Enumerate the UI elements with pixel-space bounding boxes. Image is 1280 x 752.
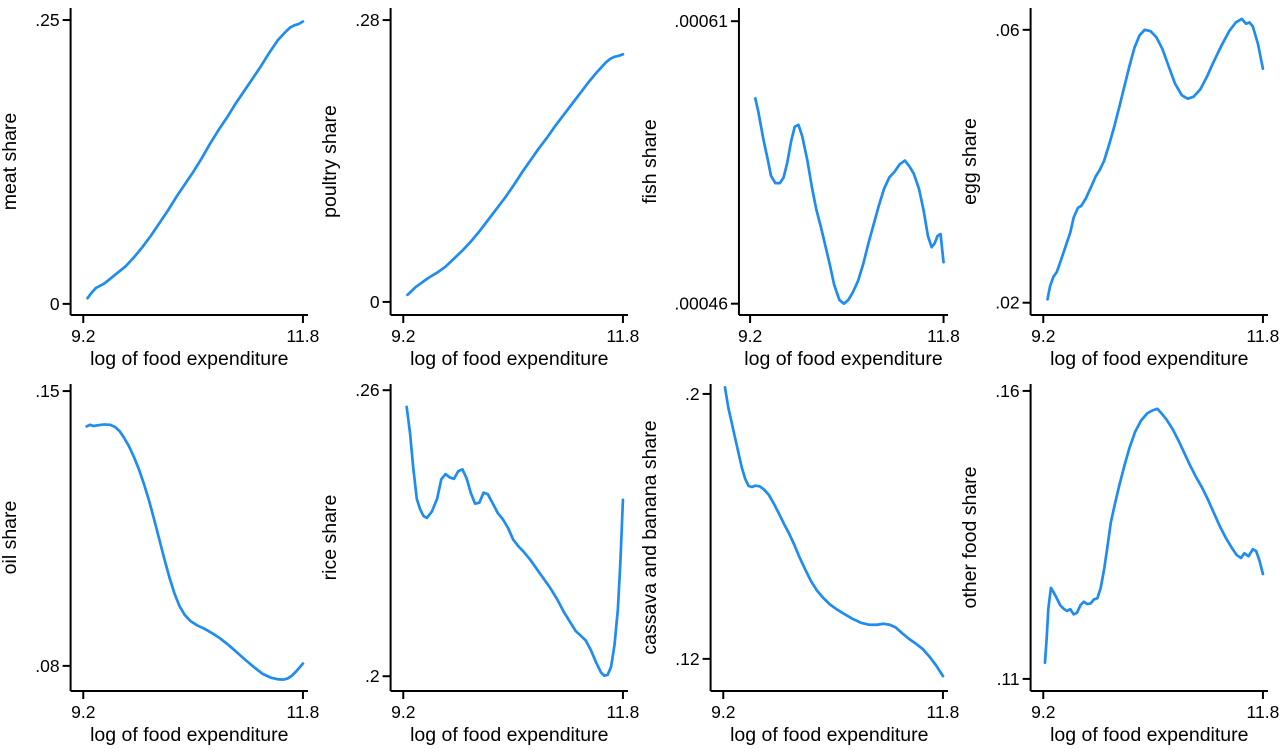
y-axis-tick-label: .00046 [674, 294, 728, 314]
x-axis-title: log of food expenditure [1050, 348, 1248, 370]
y-axis-tick-label: .28 [355, 10, 379, 30]
x-axis-tick-label: 11.8 [607, 702, 640, 722]
y-axis-title: rice share [320, 495, 341, 581]
x-axis-tick-label: 9.2 [711, 702, 735, 722]
chart-panel-rice-share: .2 .26 9.2 11.8 rice share log of food expend… [320, 376, 640, 752]
y-axis-tick-label: .2 [365, 666, 380, 686]
chart-panel-cassava-and-banana-share: .12 .2 9.2 11.8 cassava and banana share log … [640, 376, 960, 752]
trend-line [753, 97, 945, 306]
x-axis-tick-label: 9.2 [738, 326, 762, 346]
chart-svg-rice-share: .2 .26 9.2 11.8 rice share log of food expend… [320, 380, 640, 746]
x-axis-tick-label: 11.8 [927, 326, 960, 346]
y-axis-title: cassava and banana share [640, 420, 661, 654]
x-axis-title: log of food expenditure [410, 348, 608, 370]
y-axis-title: oil share [0, 501, 21, 575]
chart-svg-fish-share: .00046 .00061 9.2 11.8 fish share log of food… [640, 8, 960, 370]
x-axis-tick-label: 9.2 [71, 326, 95, 346]
y-axis-tick-label: .26 [355, 380, 379, 400]
chart-svg-cassava-and-banana-share: .12 .2 9.2 11.8 cassava and banana share log … [640, 384, 960, 746]
trend-line [1046, 17, 1265, 301]
x-axis-title: log of food expenditure [730, 724, 928, 746]
x-axis-tick-label: 11.8 [1247, 702, 1280, 722]
y-axis-tick-label: .2 [685, 384, 700, 404]
y-axis-tick-label: .00061 [674, 11, 728, 31]
y-axis-title: fish share [640, 119, 661, 204]
x-axis-tick-label: 11.8 [287, 702, 320, 722]
y-axis-tick-label: 0 [50, 294, 60, 314]
y-axis-tick-label: .02 [995, 293, 1019, 313]
chart-svg-other-food-share: .11 .16 9.2 11.8 other food share log of food… [960, 381, 1280, 746]
chart-panel-other-food-share: .11 .16 9.2 11.8 other food share log of food… [960, 376, 1280, 752]
y-axis-tick-label: .11 [997, 669, 1020, 689]
y-axis-tick-label: .25 [35, 10, 59, 30]
x-axis-tick-label: 9.2 [1031, 702, 1055, 722]
y-axis-tick-label: .16 [995, 381, 1019, 401]
x-axis-tick-label: 11.8 [607, 326, 640, 346]
trend-line [405, 405, 625, 678]
x-axis-tick-label: 9.2 [391, 702, 415, 722]
trend-line [85, 423, 305, 681]
chart-svg-poultry-share: 0 .28 9.2 11.8 poultry share log of food expe… [320, 8, 640, 370]
x-axis-tick-label: 11.8 [1247, 326, 1280, 346]
trend-line [86, 20, 305, 300]
chart-panel-oil-share: .08 .15 9.2 11.8 oil share log of food expend… [0, 376, 320, 752]
x-axis-tick-label: 9.2 [1031, 326, 1055, 346]
chart-panel-fish-share: .00046 .00061 9.2 11.8 fish share log of food… [640, 0, 960, 376]
y-axis-tick-label: .08 [35, 656, 59, 676]
x-axis-tick-label: 9.2 [391, 326, 415, 346]
x-axis-title: log of food expenditure [90, 724, 288, 746]
y-axis-title: egg share [960, 118, 981, 205]
x-axis-tick-label: 11.8 [287, 326, 320, 346]
y-axis-tick-label: .06 [995, 20, 1019, 40]
x-axis-title: log of food expenditure [744, 348, 942, 370]
x-axis-tick-label: 9.2 [71, 702, 95, 722]
y-axis-tick-label: .12 [675, 649, 699, 669]
x-axis-tick-label: 11.8 [927, 702, 960, 722]
chart-svg-egg-share: .02 .06 9.2 11.8 egg share log of food expend… [960, 8, 1280, 370]
chart-panel-poultry-share: 0 .28 9.2 11.8 poultry share log of food expe… [320, 0, 640, 376]
chart-svg-oil-share: .08 .15 9.2 11.8 oil share log of food expend… [0, 381, 320, 746]
trend-line [1043, 407, 1265, 665]
chart-panel-egg-share: .02 .06 9.2 11.8 egg share log of food expend… [960, 0, 1280, 376]
x-axis-title: log of food expenditure [410, 724, 608, 746]
trend-line [723, 385, 945, 678]
y-axis-title: meat share [0, 113, 21, 211]
y-axis-tick-label: 0 [370, 292, 380, 312]
x-axis-title: log of food expenditure [1050, 724, 1248, 746]
chart-panel-meat-share: 0 .25 9.2 11.8 meat share log of food expendi… [0, 0, 320, 376]
y-axis-tick-label: .15 [35, 381, 59, 401]
chart-svg-meat-share: 0 .25 9.2 11.8 meat share log of food expendi… [0, 8, 320, 370]
y-axis-title: poultry share [320, 105, 341, 218]
trend-line [406, 52, 625, 297]
x-axis-title: log of food expenditure [90, 348, 288, 370]
y-axis-title: other food share [960, 466, 981, 608]
